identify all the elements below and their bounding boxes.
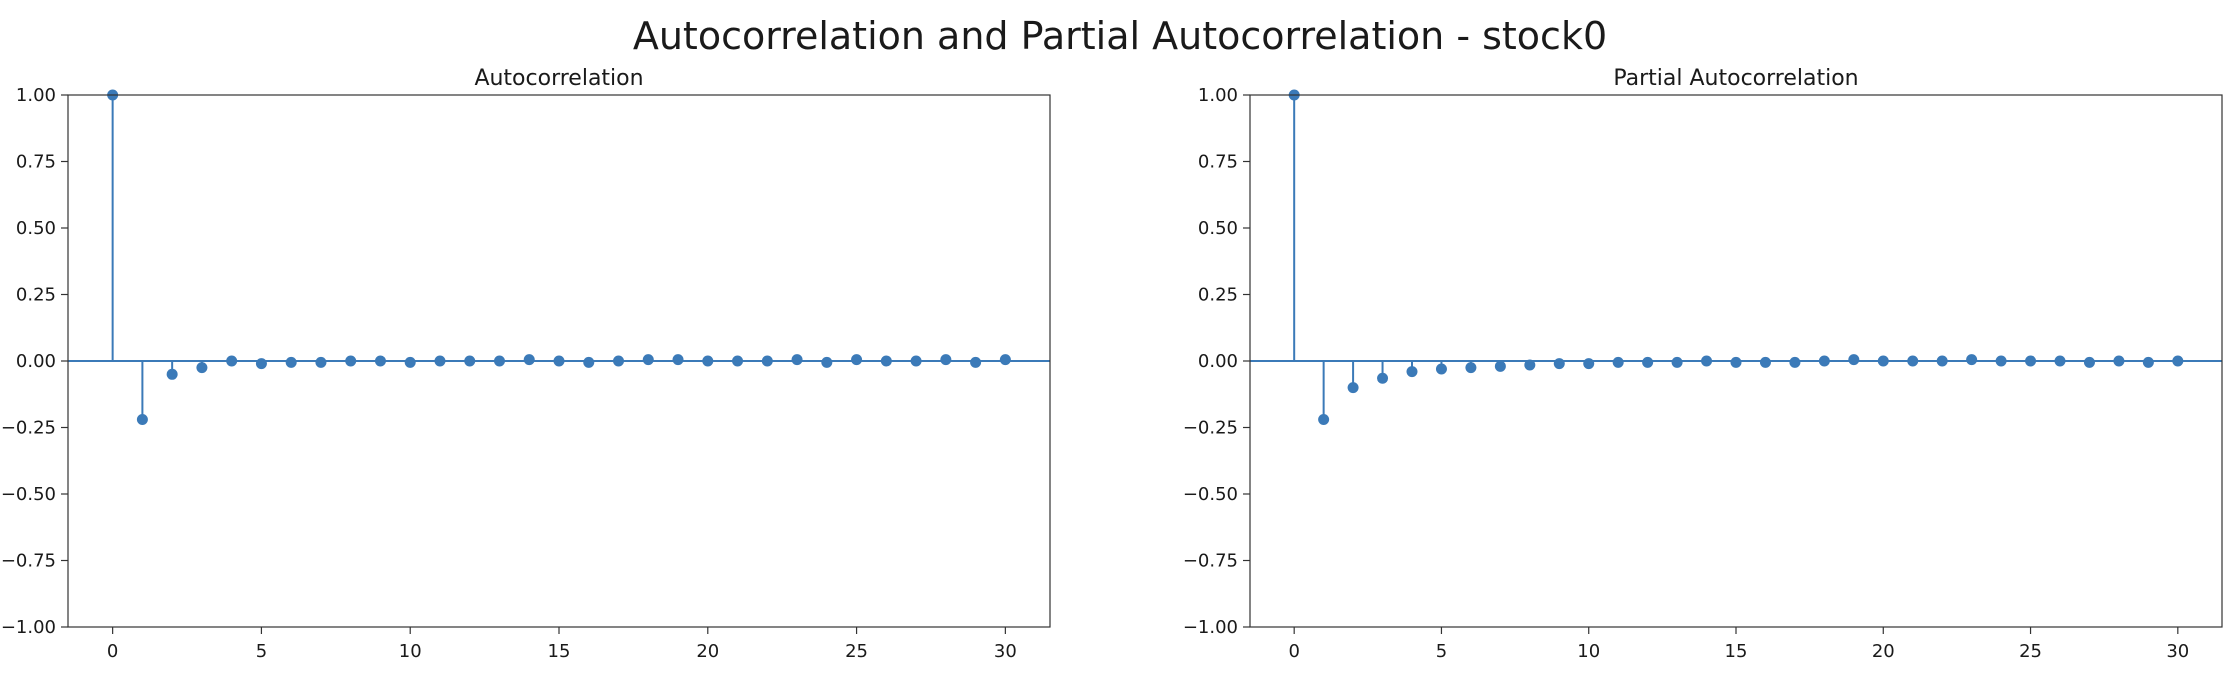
y-tick-label: 0.25 (1198, 285, 1238, 306)
y-tick-label: −0.50 (1183, 484, 1238, 505)
data-point (1848, 354, 1860, 366)
x-tick-label: 20 (1872, 641, 1895, 662)
data-point (315, 356, 327, 368)
data-point (1435, 363, 1447, 375)
y-tick-label: −0.75 (1, 551, 56, 572)
data-point (2054, 355, 2066, 367)
data-point (583, 356, 595, 368)
data-point (1701, 355, 1713, 367)
y-tick-label: 0.75 (1198, 152, 1238, 173)
data-point (166, 368, 178, 380)
data-point (1730, 356, 1742, 368)
data-point (821, 356, 833, 368)
partial-autocorrelation-chart: Partial Autocorrelation −1.00 −0.75 −0.50 −0… (1183, 66, 2223, 662)
x-tick-label: 5 (256, 641, 267, 662)
x-tick-label: 10 (399, 641, 422, 662)
y-tick-label: 0.00 (1198, 351, 1238, 372)
chart-title: Partial Autocorrelation (1613, 66, 1858, 91)
data-point (1966, 354, 1978, 366)
data-point (1406, 366, 1418, 378)
data-point (910, 355, 922, 367)
data-point (464, 355, 476, 367)
data-point (1494, 360, 1506, 372)
data-point (1671, 356, 1683, 368)
x-tick-label: 20 (696, 641, 719, 662)
data-point (1642, 356, 1654, 368)
y-tick-label: −0.25 (1, 418, 56, 439)
y-tick-label: −0.75 (1183, 551, 1238, 572)
y-tick-label: 0.00 (16, 351, 56, 372)
chart-title: Autocorrelation (474, 66, 643, 91)
y-tick-label: −0.25 (1183, 418, 1238, 439)
autocorrelation-chart: Autocorrelation −1.00 −0.75 −0.50 −0.25 0.00 0… (1, 66, 1051, 662)
data-point (1377, 372, 1389, 384)
data-point (1465, 362, 1477, 374)
data-point (1347, 382, 1359, 394)
y-tick-label: 0.50 (1198, 218, 1238, 239)
y-tick-label: 0.75 (16, 152, 56, 173)
data-point (999, 354, 1011, 366)
data-point (2025, 355, 2037, 367)
plot-frame (67, 94, 1051, 628)
data-point (1612, 356, 1624, 368)
data-point (791, 354, 803, 366)
x-tick-label: 25 (2019, 641, 2042, 662)
figure-title: Autocorrelation and Partial Autocorrelat… (632, 14, 1608, 58)
data-point (404, 356, 416, 368)
data-point (374, 355, 386, 367)
data-point (672, 354, 684, 366)
y-tick-label: 1.00 (1198, 85, 1238, 106)
plot-frame (1249, 94, 2223, 628)
data-point (1553, 358, 1565, 370)
data-point (523, 354, 535, 366)
data-point (702, 355, 714, 367)
data-point (1789, 356, 1801, 368)
x-tick-label: 30 (994, 641, 1017, 662)
data-point (1583, 358, 1595, 370)
data-point (1907, 355, 1919, 367)
data-point (761, 355, 773, 367)
data-point (2142, 356, 2154, 368)
data-point (1524, 359, 1536, 371)
data-point (613, 355, 625, 367)
data-point (1995, 355, 2007, 367)
data-point (255, 358, 267, 370)
data-point (553, 355, 565, 367)
data-point (642, 354, 654, 366)
data-point (1818, 355, 1830, 367)
data-point (1936, 355, 1948, 367)
data-point (434, 355, 446, 367)
y-tick-label: 0.50 (16, 218, 56, 239)
x-tick-label: 5 (1436, 641, 1447, 662)
x-tick-label: 25 (845, 641, 868, 662)
data-point (1318, 414, 1330, 426)
data-point (1877, 355, 1889, 367)
data-point (732, 355, 744, 367)
data-point (851, 354, 863, 366)
x-tick-label: 0 (1288, 641, 1299, 662)
data-point (345, 355, 357, 367)
y-tick-label: −1.00 (1, 617, 56, 638)
data-point (970, 356, 982, 368)
x-tick-label: 15 (1725, 641, 1748, 662)
data-point (2113, 355, 2125, 367)
data-point (493, 355, 505, 367)
y-tick-label: −1.00 (1183, 617, 1238, 638)
x-tick-label: 10 (1577, 641, 1600, 662)
data-point (226, 355, 238, 367)
data-point (880, 355, 892, 367)
y-tick-label: 0.25 (16, 285, 56, 306)
data-point (196, 362, 208, 374)
data-point (136, 414, 148, 426)
data-point (2172, 355, 2184, 367)
data-point (285, 356, 297, 368)
x-tick-label: 0 (107, 641, 118, 662)
x-tick-label: 15 (548, 641, 571, 662)
y-tick-label: −0.50 (1, 484, 56, 505)
x-tick-label: 30 (2166, 641, 2189, 662)
data-point (1759, 356, 1771, 368)
data-point (2083, 356, 2095, 368)
y-tick-label: 1.00 (16, 85, 56, 106)
data-point (940, 354, 952, 366)
